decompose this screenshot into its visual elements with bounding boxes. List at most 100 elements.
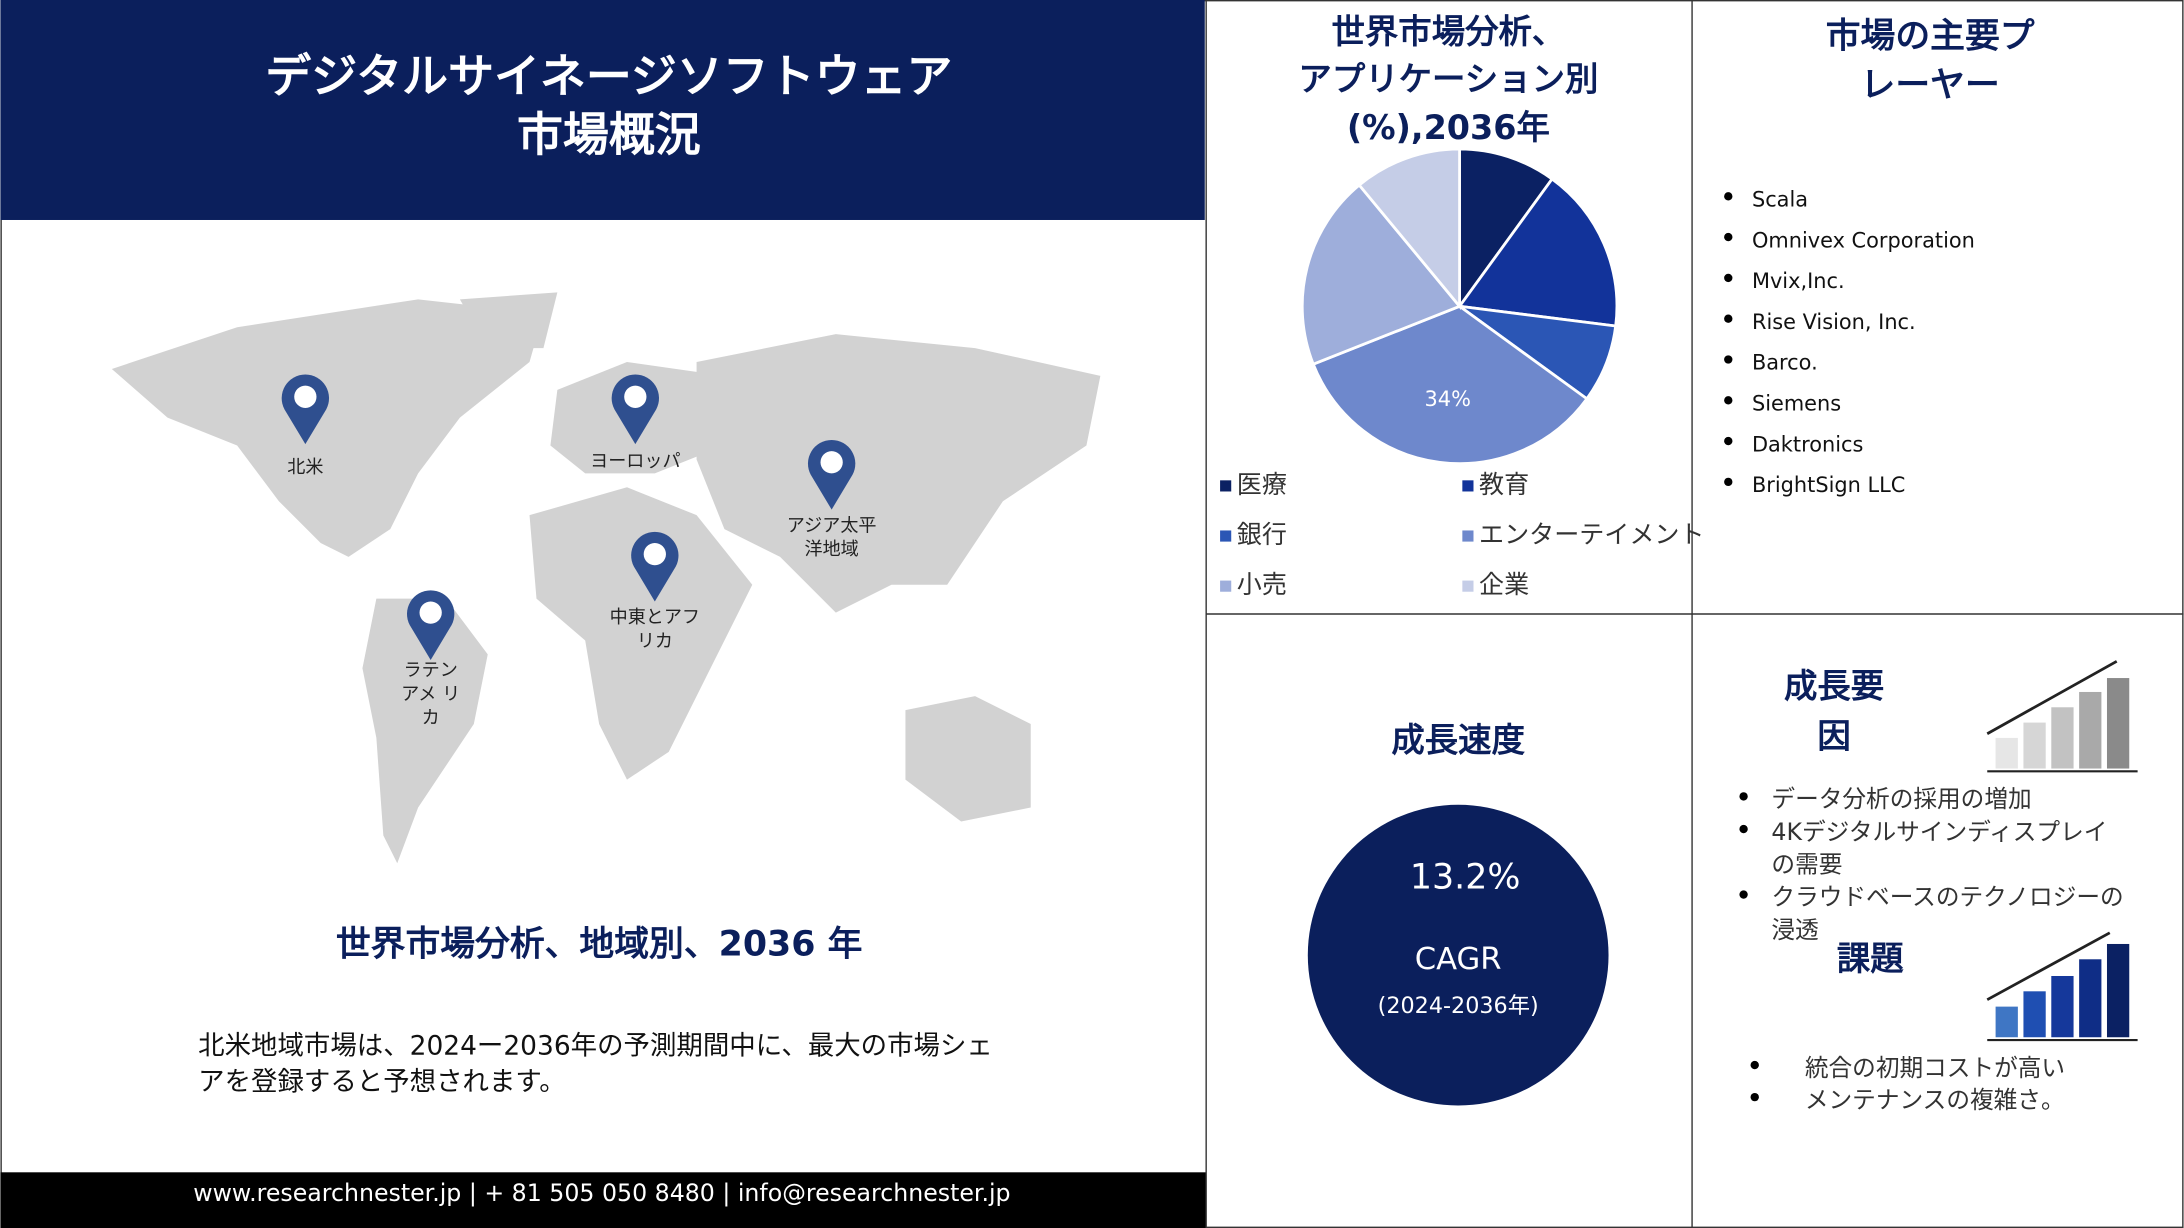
icon-bar <box>2023 722 2046 769</box>
icon-bar <box>2079 691 2102 769</box>
pie-label: 34% <box>1425 387 1471 411</box>
pie-slice <box>1311 304 1589 465</box>
growth-title: 成長速度 <box>1391 721 1525 760</box>
header-title: デジタルサイネージソフトウェア <box>265 49 952 103</box>
chart-title: (%),2036年 <box>1347 108 1550 147</box>
header-band <box>0 0 1205 220</box>
legend-label: 医療 <box>1237 470 1287 499</box>
legend-swatch <box>1220 530 1232 542</box>
bullet <box>1739 792 1748 801</box>
continent <box>459 292 558 349</box>
bullet <box>1724 436 1733 446</box>
pie-slice <box>1457 177 1619 328</box>
bullet <box>1724 192 1733 201</box>
footer-text: www.researchnester.jp | + 81 505 050 848… <box>193 1179 1010 1207</box>
map-pin <box>281 374 330 445</box>
icon-bar <box>2051 707 2074 769</box>
footer-band <box>0 1172 1207 1228</box>
region-label: カ <box>422 707 440 728</box>
bullet <box>1724 314 1733 323</box>
player-name: Daktronics <box>1752 432 1863 456</box>
pie-slice <box>1458 147 1554 311</box>
region-label: ヨーロッパ <box>590 451 680 472</box>
cagr-label: CAGR <box>1415 942 1502 977</box>
legend-swatch <box>1462 480 1474 492</box>
driver-item: 4Kデジタルサインディスプレイ <box>1771 818 2107 846</box>
driver-item: 浸透 <box>1771 916 1818 944</box>
factor-lists: データ分析の採用の増加 4Kデジタルサインディスプレイの需要クラウドベースのテクノ… <box>1739 785 2124 1114</box>
map-note: 北米地域市場は、2024ー2036年の予測期間中に、最大の市場シェ <box>198 1031 993 1062</box>
player-name: BrightSign LLC <box>1752 473 1905 497</box>
region-label: アジア太平 <box>787 515 877 536</box>
bullet <box>1724 232 1733 242</box>
player-name: Barco. <box>1752 351 1818 375</box>
world-map <box>111 292 1101 864</box>
driver-item: データ分析の採用の増加 <box>1771 785 2031 813</box>
region-label: 洋地域 <box>805 539 859 560</box>
cagr-value: 13.2% <box>1410 858 1521 898</box>
region-label: ラテン <box>404 660 458 681</box>
map-pin <box>631 531 679 602</box>
driver-item: クラウドベースのテクノロジーの <box>1771 883 2123 911</box>
legend-swatch <box>1462 530 1474 542</box>
bullet <box>1724 477 1733 487</box>
pin-hole <box>624 385 647 408</box>
continent <box>529 487 753 780</box>
challenge-item: メンテナンスの複雑さ。 <box>1805 1086 2065 1114</box>
continent <box>111 299 544 557</box>
driver-item: の需要 <box>1771 851 1842 879</box>
icon-bar <box>1995 1006 2018 1038</box>
legend-label: 教育 <box>1479 470 1529 499</box>
pie-slice <box>1357 147 1461 311</box>
legend-label: エンターテイメント <box>1479 520 1704 549</box>
pin-hole <box>820 451 843 474</box>
bullet <box>1739 890 1748 899</box>
pin-hole <box>294 385 317 408</box>
region-label: 北米 <box>287 457 323 478</box>
region-label: 中東とアフ <box>610 607 700 628</box>
players-title: レーヤー <box>1861 65 2000 105</box>
legend-label: 企業 <box>1479 570 1529 599</box>
continent <box>362 598 488 864</box>
continent <box>905 696 1031 822</box>
player-name: Siemens <box>1752 391 1841 415</box>
bullet <box>1750 1092 1759 1102</box>
growth-icon <box>1986 660 2138 773</box>
challenge-item: 統合の初期コストが高い <box>1805 1054 2065 1082</box>
legend-label: 小売 <box>1237 570 1287 599</box>
map-pin <box>611 374 659 445</box>
icon-bar <box>2079 959 2102 1038</box>
player-name: Rise Vision, Inc. <box>1752 310 1916 334</box>
drivers-title: 因 <box>1817 716 1850 755</box>
player-name: Mvix,Inc. <box>1752 269 1845 293</box>
chart-title: 世界市場分析、 <box>1331 12 1565 51</box>
players-title: 市場の主要プ <box>1826 17 2035 57</box>
players-list: Scala Omnivex Corporation Mvix,Inc. Rise Vi… <box>1724 187 1975 497</box>
bullet <box>1750 1060 1759 1070</box>
player-name: Scala <box>1752 187 1808 211</box>
bullet <box>1724 355 1733 364</box>
map-pin <box>807 439 856 510</box>
pin-hole <box>643 542 666 566</box>
bullet <box>1724 273 1733 283</box>
legend-label: 銀行 <box>1237 520 1287 549</box>
pin-hole <box>419 601 442 624</box>
map-pin <box>406 590 455 660</box>
header-title: 市場概況 <box>517 107 701 161</box>
player-name: Omnivex Corporation <box>1752 228 1975 252</box>
growth-circle <box>1307 804 1609 1106</box>
icon-bar <box>2106 678 2130 769</box>
icon-bar <box>2051 975 2074 1038</box>
region-label: リカ <box>637 631 673 652</box>
icon-bar <box>1995 737 2018 769</box>
cagr-period: (2024-2036年) <box>1378 993 1539 1019</box>
drivers-title: 成長要 <box>1784 666 1884 705</box>
pie-slice <box>1300 183 1462 367</box>
legend-swatch <box>1462 580 1474 592</box>
bullet <box>1724 396 1733 405</box>
bullet <box>1739 824 1748 834</box>
legend-swatch <box>1220 480 1232 492</box>
icon-bar <box>2106 943 2130 1038</box>
